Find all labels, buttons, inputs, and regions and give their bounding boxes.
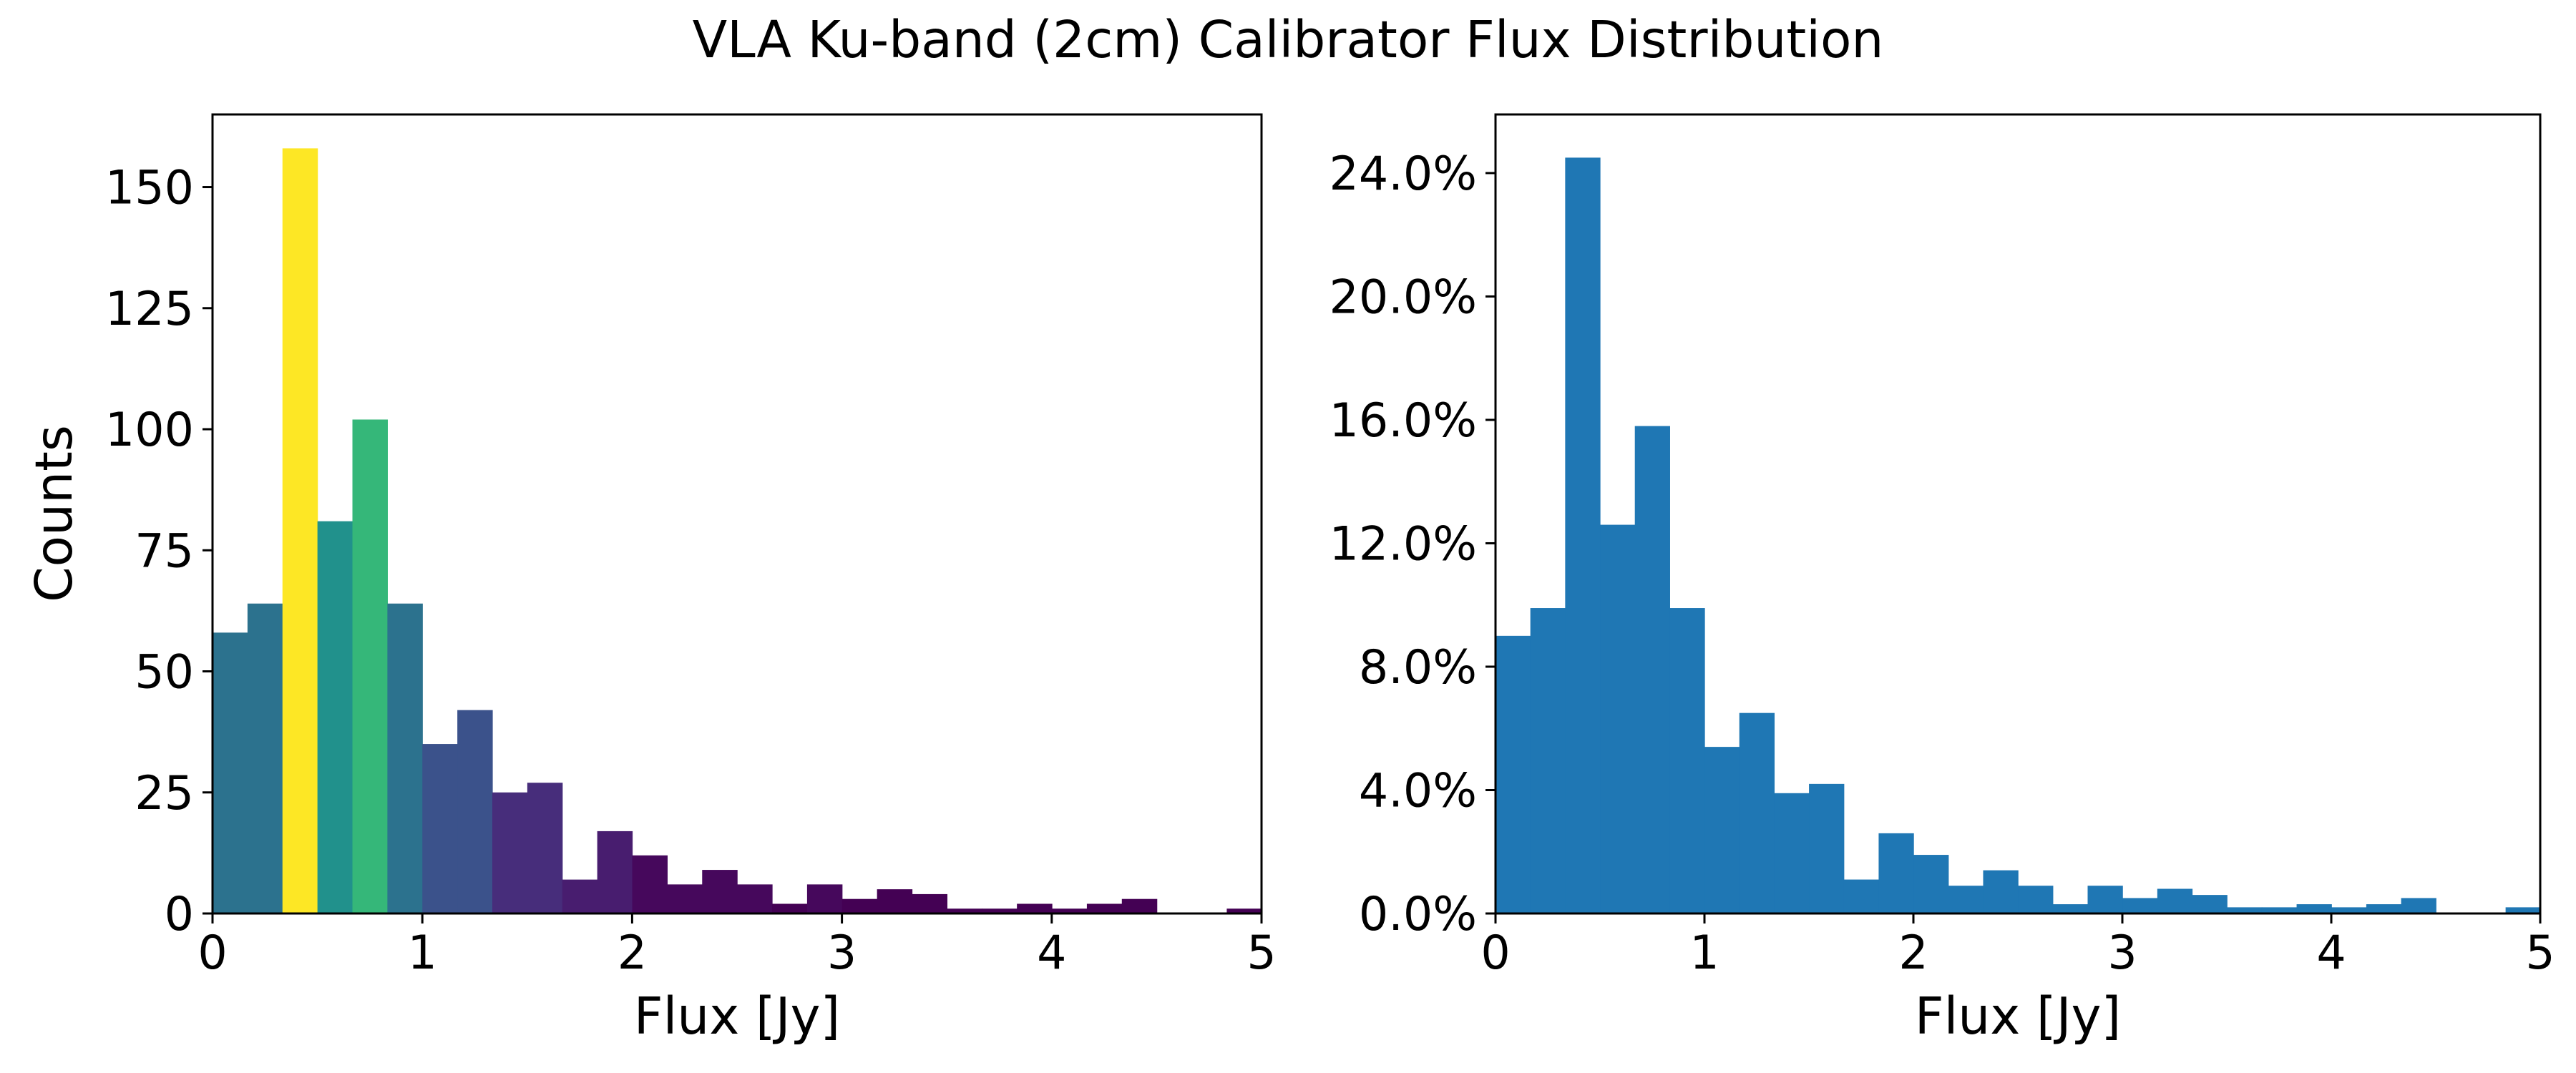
percent-bar: [2157, 888, 2193, 913]
counts-x-tick-label: 1: [408, 926, 437, 980]
counts-y-tick-label: 75: [135, 524, 194, 578]
percent-y-ticks: 0.0% 4.0% 8.0% 12.0% 16.0% 20.0% 24.0%: [1330, 147, 1496, 941]
percent-bar: [1878, 833, 1914, 913]
percent-bar: [1600, 524, 1636, 913]
counts-bar: [702, 870, 738, 913]
percent-y-tick-label: 12.0%: [1330, 517, 1478, 571]
percent-bar: [1913, 855, 1949, 913]
percent-y-tick-label: 0.0%: [1359, 888, 1477, 941]
percent-bar: [2192, 895, 2228, 913]
counts-bar: [247, 603, 283, 913]
percent-bar: [1809, 783, 1845, 913]
percent-bar: [2296, 904, 2332, 913]
counts-bar: [282, 148, 318, 913]
percent-plot-frame: [1494, 113, 2542, 915]
counts-y-tick-label: 25: [135, 767, 194, 820]
percent-x-tick-label: 0: [1480, 926, 1510, 980]
counts-bar: [806, 884, 843, 913]
percent-bar: [1496, 635, 1531, 913]
percent-bar: [1565, 157, 1601, 913]
counts-bar: [317, 521, 353, 913]
counts-bar: [982, 908, 1018, 913]
percent-y-tick-label: 24.0%: [1330, 147, 1478, 201]
counts-y-tick-label: 125: [105, 283, 194, 336]
counts-bar: [387, 603, 423, 913]
percent-bar: [2052, 904, 2089, 913]
counts-y-tick-label: 0: [165, 888, 194, 941]
percent-y-tick-label: 20.0%: [1330, 270, 1478, 324]
percent-bar: [2505, 907, 2541, 913]
counts-bar: [527, 783, 563, 913]
counts-x-axis-label: Flux [Jy]: [634, 986, 841, 1046]
percent-bar: [2401, 898, 2436, 913]
percent-x-axis-label: Flux [Jy]: [1915, 986, 2122, 1046]
counts-bar: [597, 831, 633, 913]
counts-y-ticks: 0 25 50 75 100 125 150: [105, 162, 213, 941]
counts-bar: [422, 744, 458, 913]
counts-x-tick-label: 5: [1246, 926, 1276, 980]
counts-bar: [1052, 908, 1088, 913]
counts-bar: [667, 884, 703, 913]
counts-histogram-panel: 0 1 2 3 4 5 0 25 50 75 100 125 150 Flux [Jy] Counts: [24, 113, 1277, 1046]
counts-bar: [737, 884, 773, 913]
counts-x-ticks: 0 1 2 3 4 5: [197, 913, 1277, 980]
percent-bar: [1948, 886, 1984, 913]
percent-bar: [1739, 712, 1775, 913]
percent-x-ticks: 0 1 2 3 4 5: [1480, 913, 2555, 980]
percent-x-tick-label: 3: [2107, 926, 2137, 980]
counts-x-tick-label: 4: [1037, 926, 1066, 980]
counts-bar: [912, 893, 948, 913]
percent-bar: [1530, 608, 1566, 913]
percent-bar: [1634, 426, 1670, 913]
counts-bar: [562, 879, 598, 913]
percent-bar: [1704, 747, 1740, 913]
counts-bar: [1121, 898, 1158, 913]
percent-bar: [1983, 870, 2019, 913]
counts-y-axis-label: Counts: [24, 425, 84, 602]
counts-bar: [1226, 908, 1262, 913]
counts-y-tick-label: 100: [105, 403, 194, 457]
percent-bar: [1669, 608, 1705, 913]
counts-bar: [772, 903, 808, 913]
percent-bar: [2366, 904, 2402, 913]
percent-bar: [2261, 907, 2298, 913]
counts-bar: [213, 632, 248, 913]
figure-title: VLA Ku-band (2cm) Calibrator Flux Distri…: [693, 10, 1884, 69]
counts-plot-frame: [211, 113, 1263, 915]
counts-y-tick-label: 50: [135, 646, 194, 700]
percent-bar: [1774, 793, 1810, 913]
counts-bars: [213, 148, 1262, 913]
counts-y-tick-label: 150: [105, 162, 194, 215]
percent-x-tick-label: 5: [2525, 926, 2555, 980]
percent-x-tick-label: 1: [1689, 926, 1719, 980]
percent-y-tick-label: 4.0%: [1359, 764, 1477, 818]
counts-bar: [352, 419, 388, 913]
counts-bar: [947, 908, 982, 913]
percent-bars: [1496, 157, 2541, 913]
percent-bar: [2122, 898, 2158, 913]
counts-x-tick-label: 3: [827, 926, 857, 980]
counts-x-tick-label: 2: [618, 926, 647, 980]
percent-x-tick-label: 2: [1898, 926, 1928, 980]
counts-bar: [632, 855, 668, 913]
percent-y-tick-label: 16.0%: [1330, 394, 1478, 448]
counts-bar: [492, 792, 528, 913]
counts-bar: [841, 898, 878, 913]
percent-bar: [2331, 907, 2367, 913]
counts-bar: [1086, 903, 1123, 913]
percent-bar: [2227, 907, 2263, 913]
counts-x-tick-label: 0: [197, 926, 227, 980]
percent-bar: [2087, 886, 2123, 913]
percent-bar: [2018, 886, 2054, 913]
counts-bar: [877, 889, 913, 913]
counts-bar: [457, 710, 493, 913]
counts-bar: [1017, 903, 1053, 913]
percent-y-tick-label: 8.0%: [1359, 641, 1477, 695]
percent-bar: [1843, 879, 1880, 913]
percent-x-tick-label: 4: [2316, 926, 2346, 980]
